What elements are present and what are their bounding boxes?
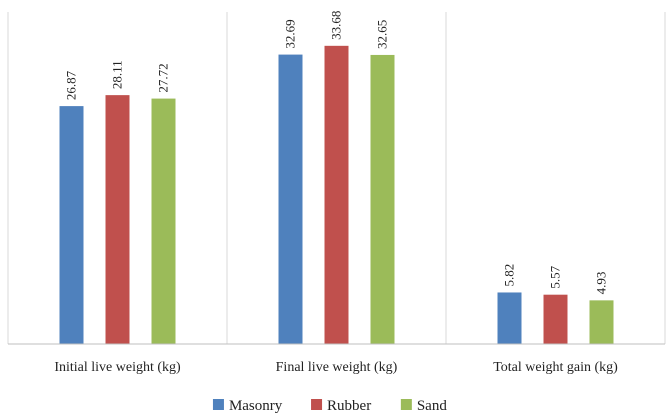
bars — [59, 45, 614, 345]
bar-masonry — [59, 106, 84, 344]
bar-rubber — [105, 95, 130, 344]
value-labels: 26.87 28.11 27.72 32.69 33.68 32.65 5.82 5.57 4.… — [64, 11, 609, 295]
value-label: 4.93 — [594, 272, 609, 295]
legend-label: Masonry — [229, 398, 283, 414]
value-label: 32.65 — [375, 20, 390, 49]
value-label: 27.72 — [156, 63, 171, 92]
legend-swatch — [212, 399, 224, 410]
category-label: Total weight gain (kg) — [493, 360, 618, 375]
value-label: 28.11 — [110, 60, 125, 89]
category-separators — [7, 12, 666, 344]
value-label: 5.57 — [548, 265, 563, 288]
value-label: 5.82 — [502, 264, 517, 287]
bar-sand — [370, 54, 395, 345]
legend-item: Sand — [400, 398, 448, 414]
category-labels: Initial live weight (kg) Final live weigh… — [54, 360, 618, 375]
bar-sand — [151, 98, 176, 344]
bar-rubber — [543, 294, 568, 344]
bar-masonry — [497, 292, 522, 344]
value-label: 33.68 — [329, 11, 344, 40]
bar-rubber — [324, 45, 349, 344]
legend-item: Masonry — [212, 398, 283, 414]
legend: Masonry Rubber Sand — [212, 398, 448, 414]
legend-swatch — [400, 399, 412, 410]
legend-label: Rubber — [327, 398, 371, 414]
category-label: Initial live weight (kg) — [54, 360, 181, 375]
legend-item: Rubber — [311, 398, 371, 414]
legend-swatch — [311, 399, 323, 410]
bar-masonry — [278, 54, 303, 344]
value-label: 32.69 — [283, 19, 298, 48]
category-label: Final live weight (kg) — [276, 360, 398, 375]
bar-sand — [589, 300, 614, 344]
value-label: 26.87 — [64, 70, 79, 100]
legend-label: Sand — [417, 398, 448, 414]
